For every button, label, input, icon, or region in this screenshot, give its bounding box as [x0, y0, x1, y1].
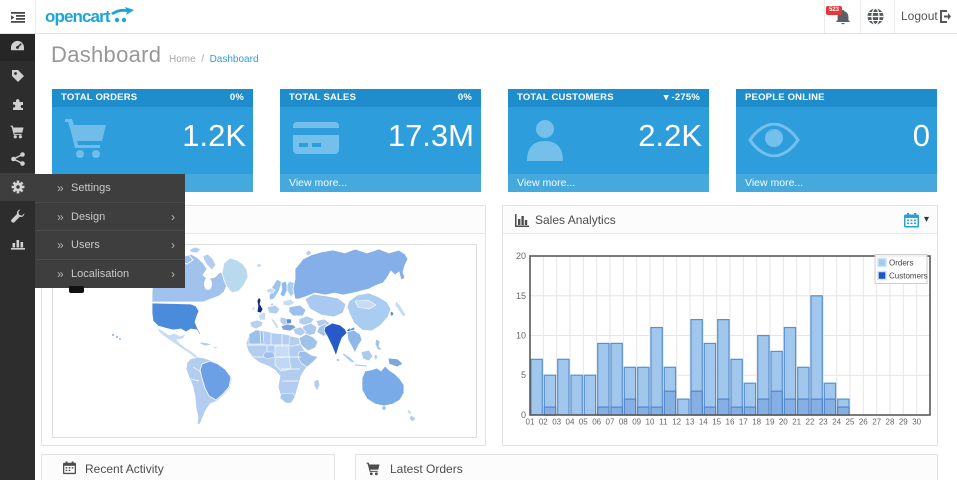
svg-text:03: 03 — [552, 418, 561, 427]
svg-text:20: 20 — [516, 251, 526, 261]
svg-text:09: 09 — [632, 418, 641, 427]
svg-text:10: 10 — [516, 331, 526, 341]
svg-text:17: 17 — [739, 418, 748, 427]
svg-text:04: 04 — [566, 418, 575, 427]
svg-text:05: 05 — [579, 418, 588, 427]
svg-text:14: 14 — [699, 418, 708, 427]
svg-text:28: 28 — [886, 418, 895, 427]
svg-text:30: 30 — [912, 418, 921, 427]
svg-text:15: 15 — [516, 291, 526, 301]
svg-text:Orders: Orders — [889, 259, 913, 268]
svg-text:12: 12 — [672, 418, 681, 427]
svg-text:Customers: Customers — [889, 272, 928, 281]
svg-text:06: 06 — [592, 418, 601, 427]
svg-text:15: 15 — [712, 418, 721, 427]
svg-text:16: 16 — [726, 418, 735, 427]
svg-text:21: 21 — [792, 418, 801, 427]
svg-text:22: 22 — [806, 418, 815, 427]
svg-text:26: 26 — [859, 418, 868, 427]
svg-text:29: 29 — [899, 418, 908, 427]
svg-text:08: 08 — [619, 418, 628, 427]
svg-text:23: 23 — [819, 418, 828, 427]
svg-text:25: 25 — [846, 418, 855, 427]
svg-text:11: 11 — [659, 418, 668, 427]
svg-text:02: 02 — [539, 418, 548, 427]
svg-text:01: 01 — [526, 418, 535, 427]
svg-text:24: 24 — [832, 418, 841, 427]
svg-text:27: 27 — [872, 418, 881, 427]
svg-text:10: 10 — [646, 418, 655, 427]
svg-text:19: 19 — [766, 418, 775, 427]
svg-text:13: 13 — [686, 418, 695, 427]
svg-text:07: 07 — [606, 418, 615, 427]
svg-text:18: 18 — [752, 418, 761, 427]
svg-text:0: 0 — [521, 410, 526, 420]
svg-text:20: 20 — [779, 418, 788, 427]
svg-text:5: 5 — [521, 370, 526, 380]
